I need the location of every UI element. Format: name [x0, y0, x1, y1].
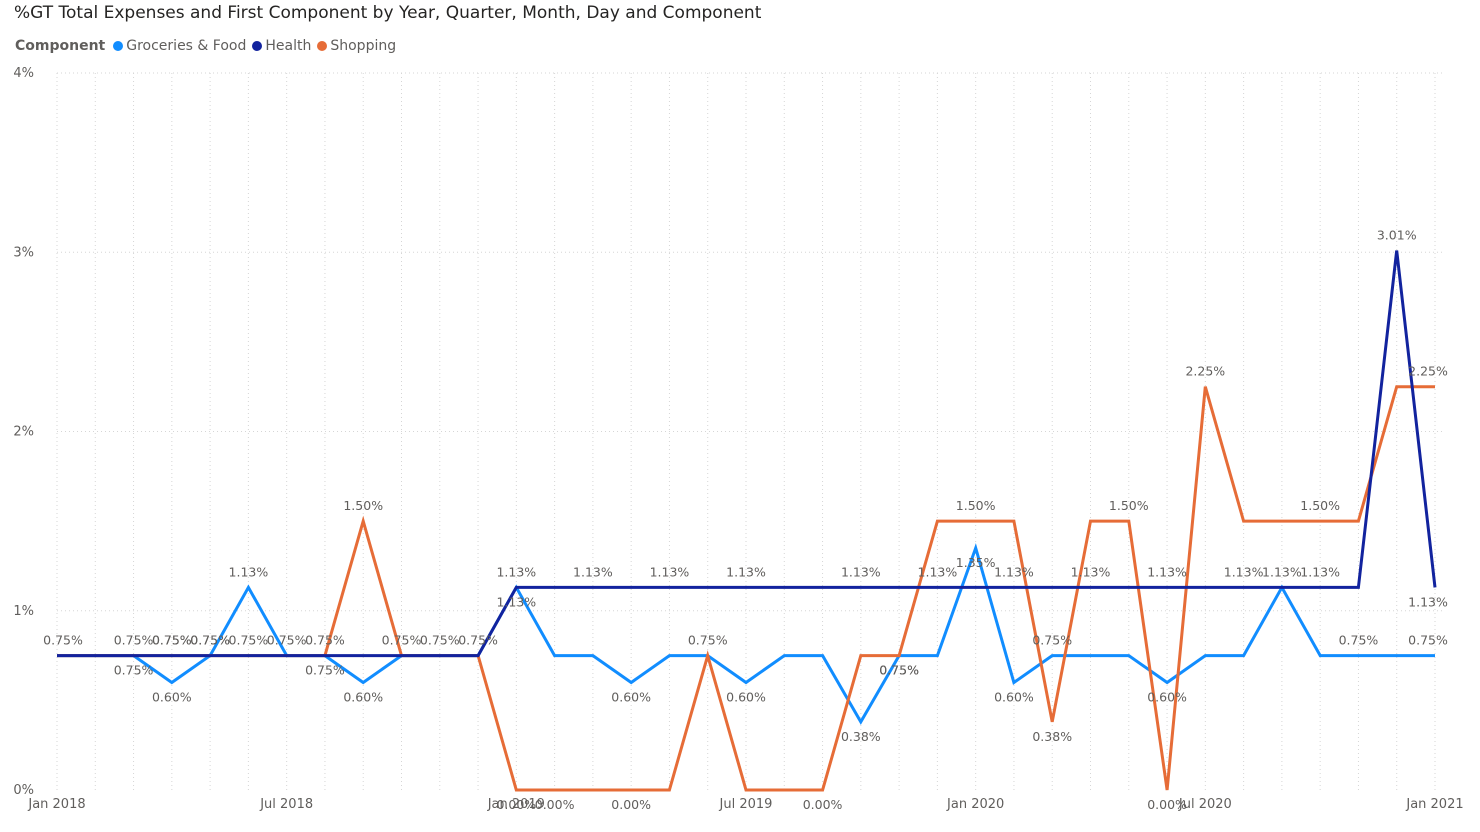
legend-label-shopping: Shopping: [330, 38, 397, 54]
data-label-groceries-food: 1.13%: [496, 594, 536, 609]
data-label-health: 1.13%: [841, 564, 881, 579]
x-tick-label: Jan 2018: [27, 797, 85, 812]
x-tick-label: Jul 2019: [719, 797, 773, 812]
data-label-health: 0.75%: [229, 633, 269, 648]
data-label-groceries-food: 0.60%: [994, 689, 1034, 704]
legend-title: Component: [15, 38, 106, 54]
data-label-groceries-food: 0.75%: [190, 633, 230, 648]
data-label-health: 1.13%: [650, 564, 690, 579]
x-tick-label: Jan 2020: [946, 797, 1004, 812]
data-label-health: 3.01%: [1377, 227, 1417, 242]
data-label-health: 1.13%: [726, 564, 766, 579]
data-label-health: 0.75%: [190, 633, 230, 648]
data-label-health: 1.13%: [1262, 564, 1302, 579]
data-label-health: 1.13%: [1224, 564, 1264, 579]
legend-item-groceries-food[interactable]: Groceries & Food: [113, 38, 246, 54]
data-label-shopping: 0.00%: [803, 797, 843, 812]
legend-marker-shopping: [317, 41, 328, 51]
data-label-health: 1.13%: [573, 564, 613, 579]
x-tick-label: Jan 2021: [1405, 797, 1463, 812]
data-label-groceries-food: 0.60%: [1147, 689, 1187, 704]
data-label-shopping: 0.00%: [496, 797, 536, 812]
data-label-shopping: 1.50%: [1109, 498, 1149, 513]
legend-marker-groceries-food: [113, 41, 124, 51]
legend-item-health[interactable]: Health: [252, 38, 311, 54]
data-label-groceries-food: 0.75%: [1408, 633, 1448, 648]
data-label-health: 0.75%: [267, 633, 307, 648]
data-label-groceries-food: 0.60%: [726, 689, 766, 704]
data-label-shopping: 0.38%: [1032, 729, 1072, 744]
data-label-groceries-food: 0.75%: [305, 663, 345, 678]
data-label-shopping: 0.75%: [382, 633, 422, 648]
data-label-health: 0.75%: [114, 633, 154, 648]
data-label-shopping: 2.25%: [1185, 364, 1225, 379]
data-label-shopping: 0.75%: [152, 633, 192, 648]
legend-label-groceries-food: Groceries & Food: [126, 38, 247, 54]
data-label-health: 1.13%: [496, 564, 536, 579]
data-label-health: 0.75%: [152, 633, 192, 648]
x-tick-label: Jul 2018: [259, 797, 313, 812]
data-label-shopping: 0.00%: [611, 797, 651, 812]
data-label-shopping: 0.75%: [688, 633, 728, 648]
data-label-shopping: 1.50%: [343, 498, 383, 513]
data-label-shopping: 1.50%: [956, 498, 996, 513]
legend-item-shopping[interactable]: Shopping: [317, 38, 396, 54]
data-label-health: 1.13%: [994, 564, 1034, 579]
chart-title: %GT Total Expenses and First Component b…: [14, 3, 762, 23]
data-label-shopping: 0.75%: [420, 633, 460, 648]
data-label-health: 1.13%: [1147, 564, 1187, 579]
data-label-groceries-food: 0.75%: [114, 663, 154, 678]
data-label-groceries-food: 1.35%: [956, 555, 996, 570]
data-label-health: 1.13%: [1300, 564, 1340, 579]
data-label-groceries-food: 0.60%: [152, 689, 192, 704]
series-line-health: [57, 250, 1437, 658]
data-label-shopping: 1.50%: [1300, 498, 1340, 513]
x-tick-label: Jan 2019: [487, 797, 545, 812]
y-tick-label: 1%: [13, 604, 34, 619]
data-label-shopping: 0.00%: [535, 797, 575, 812]
data-label-groceries-food: 0.75%: [1339, 633, 1379, 648]
y-tick-label: 2%: [13, 425, 34, 440]
data-label-shopping: 2.25%: [1408, 364, 1448, 379]
data-label-health: 1.13%: [918, 564, 958, 579]
data-label-groceries-food: 0.38%: [841, 729, 881, 744]
data-label-groceries-food: 1.13%: [229, 564, 269, 579]
data-label-groceries-food: 0.75%: [1032, 633, 1072, 648]
data-label-groceries-food: 0.60%: [343, 689, 383, 704]
data-label-health: 0.75%: [305, 633, 345, 648]
data-label-health: 1.13%: [1071, 564, 1111, 579]
legend: Component Groceries & Food Health Shoppi…: [15, 37, 402, 55]
data-label-groceries-food: 0.60%: [611, 689, 651, 704]
legend-marker-health: [252, 41, 263, 51]
y-tick-label: 0%: [13, 783, 34, 798]
legend-label-health: Health: [265, 38, 312, 54]
y-tick-label: 4%: [13, 66, 34, 81]
data-label-health: 1.13%: [1408, 594, 1448, 609]
data-label-groceries-food: 0.75%: [879, 663, 919, 678]
data-label-shopping: 0.00%: [1147, 797, 1187, 812]
x-tick-label: Jul 2020: [1178, 797, 1232, 812]
data-label-groceries-food: 0.75%: [43, 633, 83, 648]
y-tick-label: 3%: [13, 245, 34, 260]
data-label-shopping: 0.75%: [879, 663, 919, 678]
data-label-shopping: 0.75%: [458, 633, 498, 648]
